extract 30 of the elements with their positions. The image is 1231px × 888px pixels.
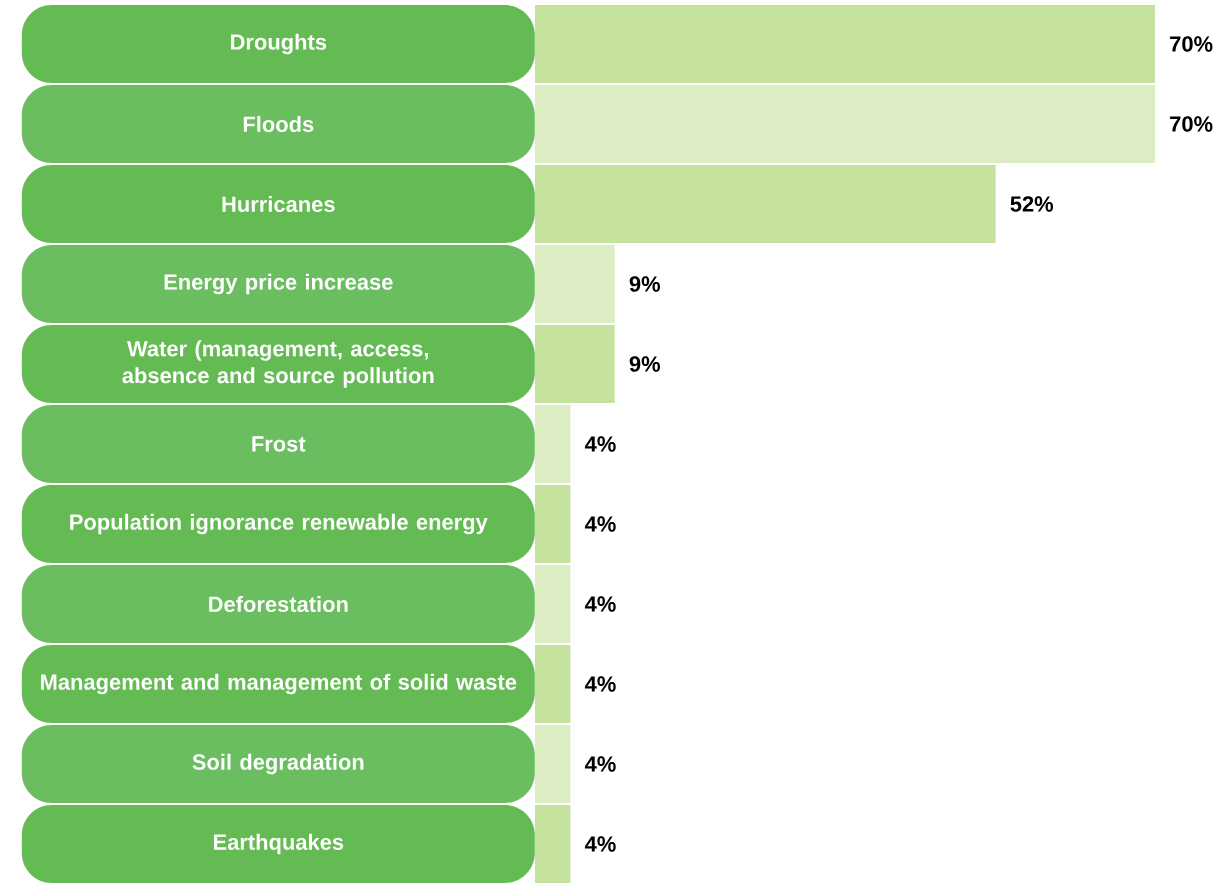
y-tick-label: Population ignorance renewable energy [70,513,488,535]
data-label: 70% [1170,116,1213,132]
y-tick-label: Floods [243,115,314,133]
data-label: 52% [1010,196,1054,212]
data-label: 4% [584,596,616,612]
data-label: 4% [584,836,616,852]
bar [535,645,571,724]
bar [535,485,571,564]
bar [535,565,571,644]
bar [535,325,615,403]
y-tick-label: Earthquakes [213,833,344,855]
bar [535,805,571,884]
bar [535,405,571,484]
y-tick-label: Energy price increase [164,273,393,295]
data-label: 4% [584,676,616,692]
data-label: 4% [584,516,616,532]
y-tick-label: Deforestation [209,595,348,613]
y-tick-label: Water (management, access, absence and source pollution [122,340,434,388]
bar [535,245,615,323]
data-label: 9% [629,356,661,372]
bar [535,725,571,804]
data-label: 4% [584,756,616,772]
y-tick-label: Frost [252,436,306,452]
data-label: 9% [629,276,661,292]
y-tick-label: Droughts [231,33,327,55]
y-tick-label: Hurricanes [222,195,335,213]
y-tick-label: Soil degradation [192,753,364,775]
y-tick-label: Management and management of solid waste [41,673,517,695]
data-label: 4% [584,436,616,452]
data-label: 70% [1170,36,1213,52]
